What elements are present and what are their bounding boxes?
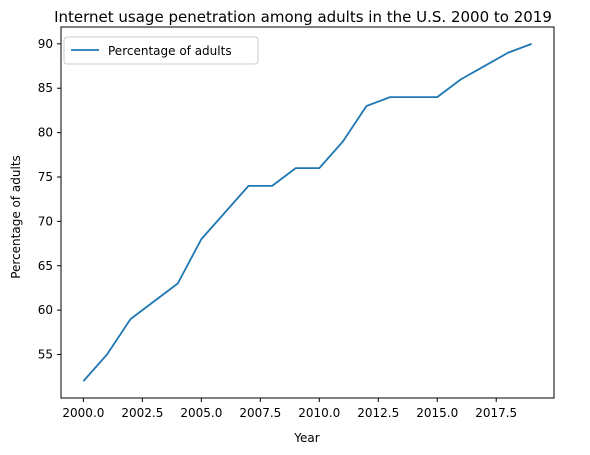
y-tick-label: 55 <box>38 348 53 362</box>
legend-box <box>63 36 259 65</box>
x-tick-label: 2010.0 <box>298 406 340 420</box>
x-tick-label: 2007.5 <box>239 406 281 420</box>
y-tick-label: 60 <box>38 303 53 317</box>
x-tick-label: 2002.5 <box>121 406 163 420</box>
x-axis: 2000.0 2002.5 2005.0 2007.5 2010.0 2012.5 2015… <box>62 398 517 420</box>
y-tick-label: 65 <box>38 259 53 273</box>
plot-area: 2000.0 2002.5 2005.0 2007.5 2010.0 2012.5 2015… <box>38 26 555 420</box>
plot-frame <box>60 26 555 399</box>
y-tick-label: 85 <box>38 81 53 95</box>
series-layer <box>82 43 532 382</box>
y-tick-label: 70 <box>38 214 53 228</box>
legend-label: Percentage of adults <box>108 44 232 58</box>
x-tick-label: 2017.5 <box>475 406 517 420</box>
y-tick-label: 75 <box>38 170 53 184</box>
x-axis-label: Year <box>293 431 319 445</box>
y-tick-label: 80 <box>38 126 53 140</box>
y-axis: 55 60 65 70 75 80 85 90 <box>38 37 61 362</box>
chart-title: Internet usage penetration among adults … <box>54 8 552 26</box>
x-tick-label: 2000.0 <box>62 406 104 420</box>
y-axis-label: Percentage of adults <box>9 155 23 279</box>
x-tick-label: 2005.0 <box>180 406 222 420</box>
x-tick-label: 2015.0 <box>416 406 458 420</box>
y-tick-label: 90 <box>38 37 53 51</box>
legend: Percentage of adults <box>63 36 259 65</box>
series-line <box>82 43 532 382</box>
x-tick-label: 2012.5 <box>357 406 399 420</box>
